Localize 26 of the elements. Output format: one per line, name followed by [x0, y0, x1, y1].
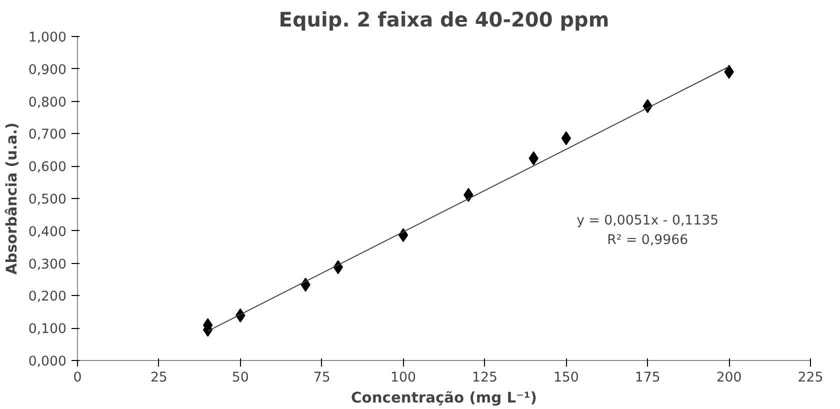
annotation: R² = 0,9966 [607, 233, 688, 248]
y-tick-label: 1,000 [28, 30, 66, 46]
chart-title: Equip. 2 faixa de 40-200 ppm [278, 8, 610, 32]
y-tick-label: 0,000 [28, 354, 66, 370]
y-tick-label: 0,500 [28, 192, 66, 208]
x-tick-label: 150 [553, 370, 579, 386]
x-tick-label: 50 [232, 370, 249, 386]
x-tick-label: 0 [73, 370, 82, 386]
x-tick-label: 25 [150, 370, 168, 386]
x-tick-label: 225 [798, 370, 824, 386]
annotation: y = 0,0051x - 0,1135 [576, 214, 719, 229]
y-tick-label: 0,100 [28, 322, 66, 338]
x-tick-label: 100 [390, 370, 416, 386]
y-tick-label: 0,400 [28, 224, 66, 240]
x-axis-title: Concentração (mg L⁻¹) [351, 390, 537, 406]
y-tick-label: 0,300 [28, 257, 66, 272]
y-tick-label: 0,700 [28, 128, 66, 143]
y-tick-label: 0,800 [28, 95, 66, 110]
x-tick-label: 175 [634, 370, 660, 386]
x-tick-label: 125 [472, 370, 498, 386]
y-tick-label: 0,600 [28, 160, 66, 176]
x-tick-label: 200 [716, 370, 742, 386]
x-tick-label: 75 [313, 370, 330, 386]
y-axis-title: Absorbância (u.a.) [3, 122, 20, 275]
y-tick-label: 0,200 [28, 290, 66, 305]
y-tick-label: 0,900 [28, 62, 66, 78]
